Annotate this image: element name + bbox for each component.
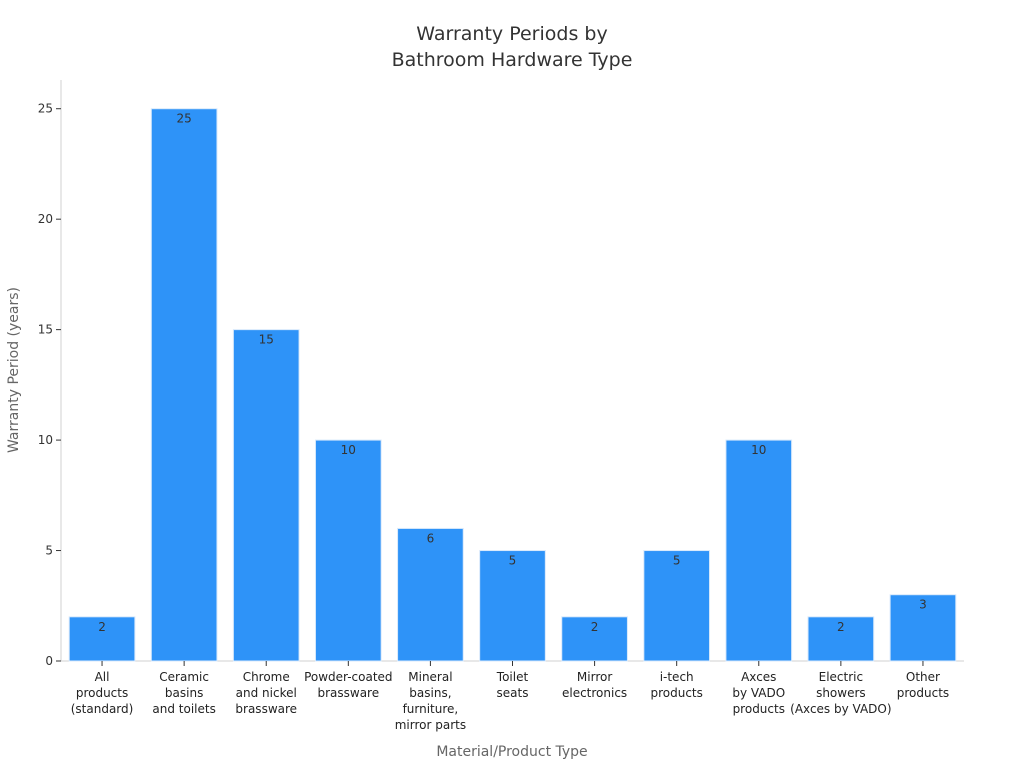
- bar-value-label: 2: [98, 620, 106, 634]
- x-tick-label: products: [733, 702, 785, 716]
- x-tick-label: Mineral: [408, 670, 452, 684]
- x-tick-label: basins: [165, 686, 203, 700]
- y-ticks: 0 5 10 15 20 25: [38, 102, 61, 668]
- bar: [479, 550, 546, 662]
- y-tick-label: 0: [45, 654, 53, 668]
- bar: [314, 439, 382, 662]
- x-tick-label: seats: [497, 686, 529, 700]
- x-tick-label: showers: [816, 686, 866, 700]
- bar: [150, 108, 218, 662]
- x-tick-label: Toilet: [496, 670, 529, 684]
- x-tick-label: and nickel: [236, 686, 297, 700]
- x-tick-label: Ceramic: [159, 670, 209, 684]
- x-tick-label: (standard): [71, 702, 134, 716]
- x-tick-label: furniture,: [403, 702, 459, 716]
- x-axis-title: Material/Product Type: [436, 744, 587, 760]
- y-tick-label: 15: [38, 323, 53, 337]
- x-tick-label: mirror parts: [395, 718, 466, 732]
- x-tick-label: Powder-coated: [304, 670, 392, 684]
- x-tick-label: brassware: [235, 702, 297, 716]
- x-tick-label: Other: [906, 670, 940, 684]
- bar-value-label: 2: [591, 620, 599, 634]
- bar: [232, 329, 300, 662]
- x-tick-label: Chrome: [243, 670, 290, 684]
- x-tick-label: All: [95, 670, 110, 684]
- bar-value-label: 3: [919, 598, 927, 612]
- x-tick-label: products: [897, 686, 949, 700]
- bar-value-label: 15: [259, 333, 274, 347]
- x-tick-label: products: [76, 686, 128, 700]
- bar: [643, 550, 711, 662]
- x-tick-label: Electric: [819, 670, 863, 684]
- bar: [397, 527, 464, 662]
- x-tick-label: (Axces by VADO): [790, 702, 891, 716]
- x-tick-label: and toilets: [152, 702, 215, 716]
- y-tick-label: 20: [38, 212, 53, 226]
- y-axis-title: Warranty Period (years): [6, 287, 22, 453]
- bar: [807, 616, 875, 662]
- bar: [889, 594, 957, 662]
- bar-value-label: 5: [509, 554, 517, 568]
- bar-value-label: 5: [673, 554, 681, 568]
- bar: [561, 616, 628, 662]
- bar-value-label: 25: [176, 112, 191, 126]
- bar-value-label: 2: [837, 620, 845, 634]
- x-tick-label: Axces: [741, 670, 776, 684]
- y-tick-label: 5: [45, 544, 53, 558]
- chart-title-line-1: Warranty Periods by: [416, 23, 607, 45]
- x-tick-label: by VADO: [732, 686, 785, 700]
- x-tick-label: Mirror: [577, 670, 612, 684]
- y-tick-label: 10: [38, 433, 53, 447]
- x-tick-label: electronics: [562, 686, 627, 700]
- x-tick-label: i-tech: [660, 670, 694, 684]
- bar: [68, 616, 136, 662]
- bar-value-label: 10: [341, 443, 356, 457]
- x-tick-label: products: [650, 686, 702, 700]
- x-tick-labels: All products (standard) Ceramic basins and to…: [71, 661, 949, 732]
- bar-value-label: 10: [751, 443, 766, 457]
- y-tick-label: 25: [38, 102, 53, 116]
- x-tick-label: brassware: [317, 686, 379, 700]
- bar: [725, 439, 793, 662]
- chart-title-line-2: Bathroom Hardware Type: [392, 49, 633, 71]
- bar-value-label: 6: [427, 531, 435, 545]
- x-tick-label: basins,: [409, 686, 451, 700]
